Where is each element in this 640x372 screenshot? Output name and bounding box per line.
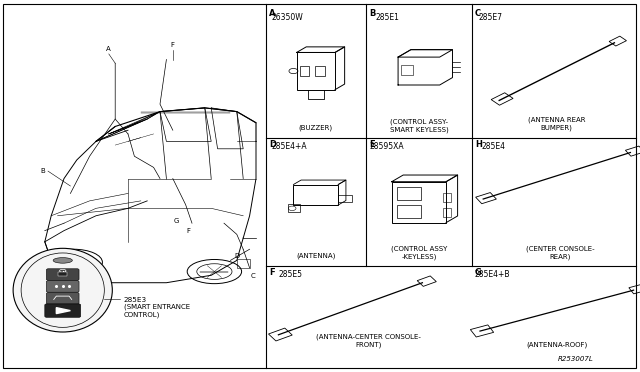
Bar [417, 276, 436, 286]
Text: 285E7: 285E7 [478, 13, 502, 22]
Ellipse shape [13, 248, 113, 332]
Bar [269, 328, 292, 341]
Bar [293, 185, 339, 205]
Bar [443, 193, 451, 202]
Bar [237, 259, 250, 268]
Text: R253007L: R253007L [558, 356, 594, 362]
Bar [491, 93, 513, 105]
Bar [315, 66, 324, 76]
Text: 285E4+B: 285E4+B [475, 270, 510, 279]
Text: 285E4: 285E4 [481, 142, 506, 151]
FancyBboxPatch shape [47, 292, 79, 304]
Text: (ANTENNA REAR
BUMPER): (ANTENNA REAR BUMPER) [528, 116, 586, 131]
Bar [288, 204, 300, 212]
Text: 285E1: 285E1 [376, 13, 399, 22]
Bar [609, 36, 627, 46]
Text: D: D [234, 253, 239, 259]
Bar [392, 182, 446, 222]
Text: G: G [475, 268, 482, 277]
Text: A: A [269, 9, 275, 18]
Bar [476, 193, 497, 204]
Text: (CENTER CONSOLE-
REAR): (CENTER CONSOLE- REAR) [525, 246, 595, 260]
Text: F: F [269, 268, 275, 277]
Bar [625, 146, 640, 156]
Bar [300, 66, 309, 76]
Text: A: A [106, 46, 111, 52]
FancyBboxPatch shape [47, 280, 79, 292]
Bar [401, 65, 413, 75]
Text: D: D [269, 140, 276, 149]
Text: B: B [369, 9, 376, 18]
Text: C: C [475, 9, 481, 18]
Text: G: G [173, 218, 179, 224]
Bar [629, 284, 640, 294]
Text: (ANTENNA-ROOF): (ANTENNA-ROOF) [526, 341, 588, 348]
Text: F: F [187, 228, 191, 234]
Text: (SMART ENTRANCE
CONTROL): (SMART ENTRANCE CONTROL) [124, 303, 189, 318]
Text: (BUZZER): (BUZZER) [299, 125, 333, 131]
Text: 285E4+A: 285E4+A [272, 142, 308, 151]
Text: 28595XA: 28595XA [369, 142, 404, 151]
Text: C: C [250, 273, 255, 279]
Text: (CONTROL ASSY
-KEYLESS): (CONTROL ASSY -KEYLESS) [390, 246, 447, 260]
FancyBboxPatch shape [47, 269, 79, 280]
Text: E: E [369, 140, 375, 149]
Bar [397, 187, 421, 200]
Bar [443, 208, 451, 217]
Text: 285E5: 285E5 [278, 270, 302, 279]
Bar [296, 52, 335, 90]
Text: (ANTENNA): (ANTENNA) [296, 252, 335, 259]
Ellipse shape [53, 257, 72, 263]
FancyBboxPatch shape [45, 304, 81, 317]
Bar [339, 195, 353, 202]
Text: B: B [40, 168, 45, 174]
Text: 285E3: 285E3 [124, 297, 147, 303]
Bar [397, 205, 421, 218]
Text: (CONTROL ASSY-
SMART KEYLESS): (CONTROL ASSY- SMART KEYLESS) [390, 118, 448, 133]
Bar [58, 272, 67, 276]
Text: H: H [475, 140, 482, 149]
Text: F: F [171, 42, 175, 48]
Bar [470, 325, 493, 337]
Text: (ANTENNA-CENTER CONSOLE-
FRONT): (ANTENNA-CENTER CONSOLE- FRONT) [316, 333, 421, 348]
Polygon shape [56, 308, 70, 314]
Text: 26350W: 26350W [272, 13, 304, 22]
